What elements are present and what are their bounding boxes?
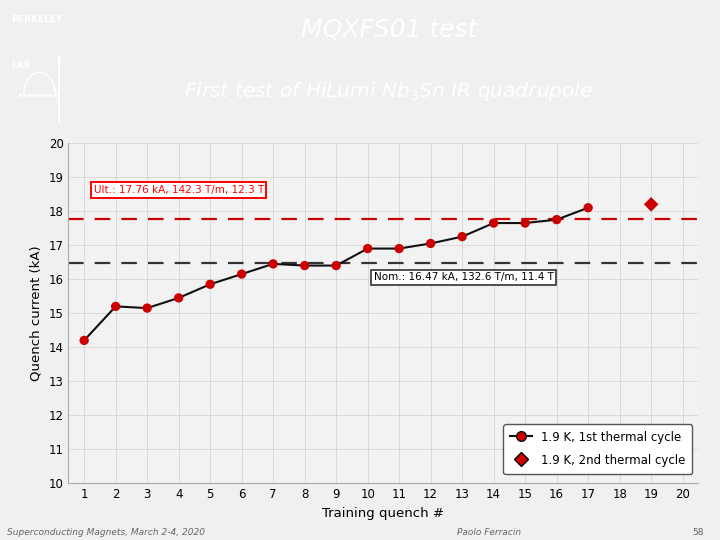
Point bbox=[488, 219, 500, 227]
Text: First test of HiLumi Nb$_3$Sn IR quadrupole: First test of HiLumi Nb$_3$Sn IR quadrup… bbox=[184, 80, 593, 103]
Point bbox=[456, 232, 468, 241]
Text: MQXFS01 test: MQXFS01 test bbox=[301, 18, 477, 43]
Point bbox=[425, 239, 436, 248]
Point bbox=[236, 270, 248, 279]
Text: Superconducting Magnets, March 2-4, 2020: Superconducting Magnets, March 2-4, 2020 bbox=[7, 528, 205, 537]
Point bbox=[204, 280, 216, 288]
Point bbox=[362, 244, 374, 253]
Point bbox=[267, 260, 279, 268]
Point bbox=[551, 215, 562, 224]
Point bbox=[299, 261, 310, 270]
Legend: 1.9 K, 1st thermal cycle, 1.9 K, 2nd thermal cycle: 1.9 K, 1st thermal cycle, 1.9 K, 2nd the… bbox=[503, 424, 693, 474]
Text: LAB: LAB bbox=[11, 61, 30, 70]
Point bbox=[330, 261, 342, 270]
X-axis label: Training quench #: Training quench # bbox=[323, 507, 444, 519]
Point bbox=[645, 200, 657, 208]
Text: Paolo Ferracin: Paolo Ferracin bbox=[457, 528, 521, 537]
Point bbox=[393, 244, 405, 253]
Text: 58: 58 bbox=[693, 528, 704, 537]
Point bbox=[141, 304, 153, 313]
Point bbox=[173, 294, 184, 302]
Text: BERKELEY: BERKELEY bbox=[11, 15, 62, 24]
Text: Nom.: 16.47 kA, 132.6 T/m, 11.4 T: Nom.: 16.47 kA, 132.6 T/m, 11.4 T bbox=[374, 273, 554, 282]
Point bbox=[110, 302, 122, 310]
Point bbox=[519, 219, 531, 227]
Y-axis label: Quench current (kA): Quench current (kA) bbox=[30, 245, 43, 381]
Point bbox=[582, 204, 594, 212]
Point bbox=[78, 336, 90, 345]
Text: Ult.: 17.76 kA, 142.3 T/m, 12.3 T: Ult.: 17.76 kA, 142.3 T/m, 12.3 T bbox=[94, 185, 264, 195]
